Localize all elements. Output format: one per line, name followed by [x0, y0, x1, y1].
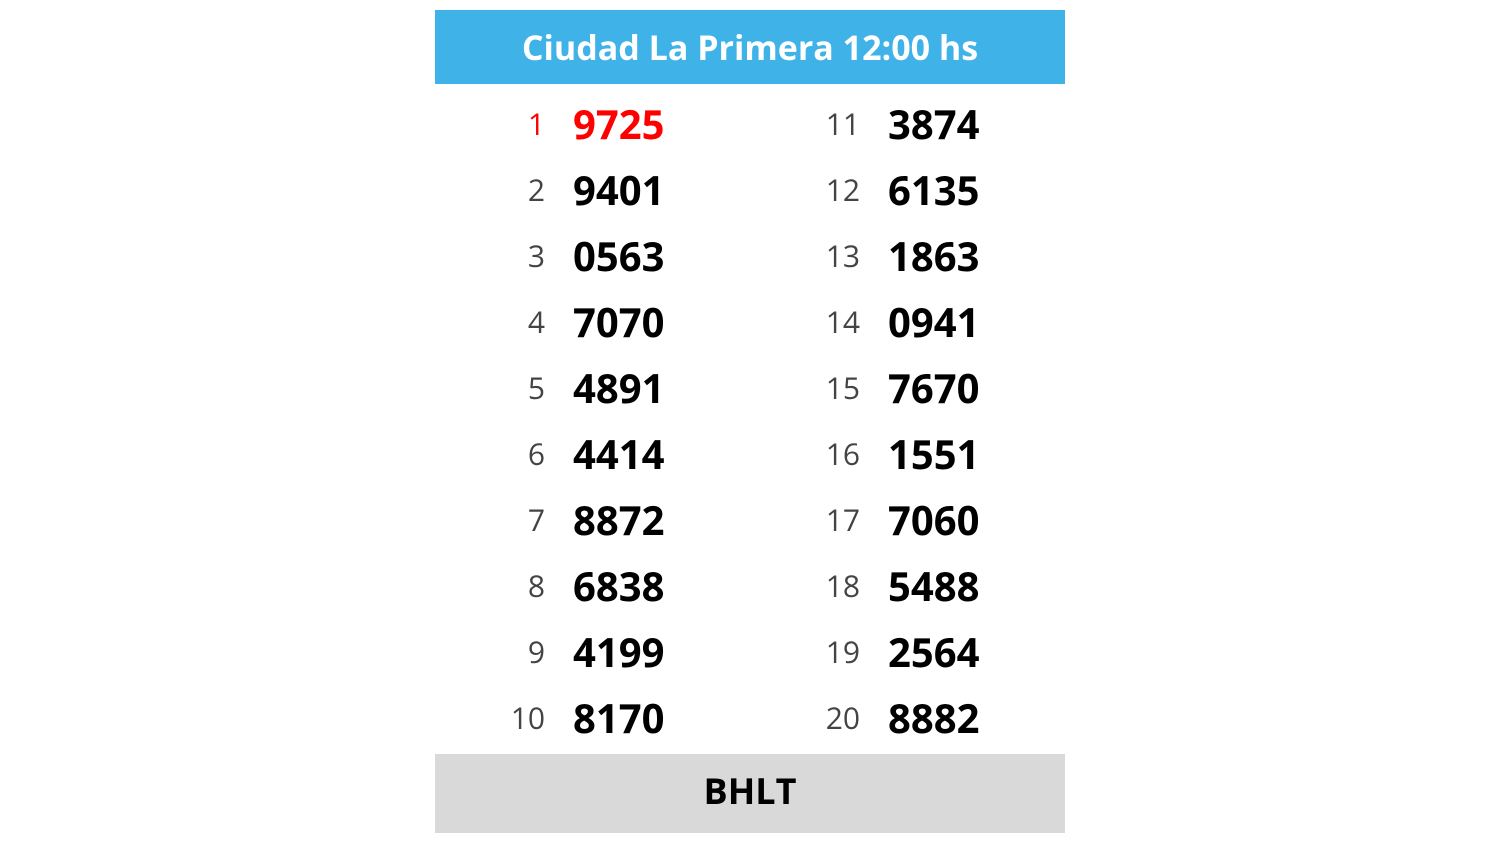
row-index: 18 [750, 565, 888, 606]
results-card: Ciudad La Primera 12:00 hs 1972529401305… [435, 10, 1065, 833]
footer-label: BHLT [704, 766, 797, 815]
row-value: 3874 [888, 96, 1065, 151]
row-index: 16 [750, 433, 888, 474]
row-index: 13 [750, 235, 888, 276]
row-index: 9 [435, 631, 573, 672]
row-index: 8 [435, 565, 573, 606]
table-row: 108170 [435, 684, 750, 750]
row-index: 19 [750, 631, 888, 672]
card-body: 1972529401305634707054891644147887286838… [435, 84, 1065, 754]
row-value: 0941 [888, 294, 1065, 349]
row-value: 8872 [573, 492, 750, 547]
row-value: 7060 [888, 492, 1065, 547]
row-value: 1863 [888, 228, 1065, 283]
table-row: 47070 [435, 288, 750, 354]
row-index: 1 [435, 103, 573, 144]
row-index: 7 [435, 499, 573, 540]
row-value: 1551 [888, 426, 1065, 481]
row-value: 6135 [888, 162, 1065, 217]
row-index: 2 [435, 169, 573, 210]
row-index: 14 [750, 301, 888, 342]
row-index: 10 [435, 697, 573, 738]
row-value: 4414 [573, 426, 750, 481]
row-index: 17 [750, 499, 888, 540]
table-row: 29401 [435, 156, 750, 222]
results-column-left: 1972529401305634707054891644147887286838… [435, 90, 750, 750]
table-row: 86838 [435, 552, 750, 618]
table-row: 177060 [750, 486, 1065, 552]
table-row: 19725 [435, 90, 750, 156]
table-row: 185488 [750, 552, 1065, 618]
row-value: 9725 [573, 96, 750, 151]
table-row: 54891 [435, 354, 750, 420]
row-value: 4891 [573, 360, 750, 415]
table-row: 126135 [750, 156, 1065, 222]
row-value: 7670 [888, 360, 1065, 415]
row-index: 20 [750, 697, 888, 738]
table-row: 131863 [750, 222, 1065, 288]
row-value: 8170 [573, 690, 750, 745]
table-row: 140941 [750, 288, 1065, 354]
table-row: 192564 [750, 618, 1065, 684]
table-row: 157670 [750, 354, 1065, 420]
table-row: 208882 [750, 684, 1065, 750]
row-value: 9401 [573, 162, 750, 217]
table-row: 64414 [435, 420, 750, 486]
table-row: 30563 [435, 222, 750, 288]
header-title: Ciudad La Primera 12:00 hs [522, 24, 978, 70]
row-value: 2564 [888, 624, 1065, 679]
row-value: 8882 [888, 690, 1065, 745]
row-value: 4199 [573, 624, 750, 679]
row-index: 3 [435, 235, 573, 276]
table-row: 78872 [435, 486, 750, 552]
results-column-right: 1138741261351318631409411576701615511770… [750, 90, 1065, 750]
row-index: 5 [435, 367, 573, 408]
row-index: 4 [435, 301, 573, 342]
row-value: 7070 [573, 294, 750, 349]
row-value: 5488 [888, 558, 1065, 613]
row-index: 6 [435, 433, 573, 474]
table-row: 161551 [750, 420, 1065, 486]
row-value: 6838 [573, 558, 750, 613]
row-index: 11 [750, 103, 888, 144]
card-footer: BHLT [435, 754, 1065, 833]
row-value: 0563 [573, 228, 750, 283]
row-index: 12 [750, 169, 888, 210]
row-index: 15 [750, 367, 888, 408]
table-row: 94199 [435, 618, 750, 684]
table-row: 113874 [750, 90, 1065, 156]
card-header: Ciudad La Primera 12:00 hs [435, 10, 1065, 84]
